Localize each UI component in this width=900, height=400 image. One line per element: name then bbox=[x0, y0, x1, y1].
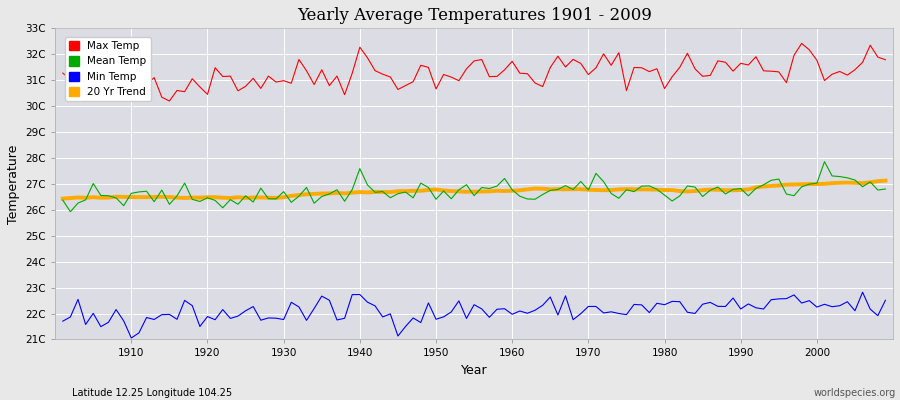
Text: worldspecies.org: worldspecies.org bbox=[814, 388, 896, 398]
Y-axis label: Temperature: Temperature bbox=[7, 144, 20, 224]
Title: Yearly Average Temperatures 1901 - 2009: Yearly Average Temperatures 1901 - 2009 bbox=[297, 7, 652, 24]
Legend: Max Temp, Mean Temp, Min Temp, 20 Yr Trend: Max Temp, Mean Temp, Min Temp, 20 Yr Tre… bbox=[65, 36, 151, 102]
X-axis label: Year: Year bbox=[461, 364, 488, 377]
Text: Latitude 12.25 Longitude 104.25: Latitude 12.25 Longitude 104.25 bbox=[72, 388, 232, 398]
